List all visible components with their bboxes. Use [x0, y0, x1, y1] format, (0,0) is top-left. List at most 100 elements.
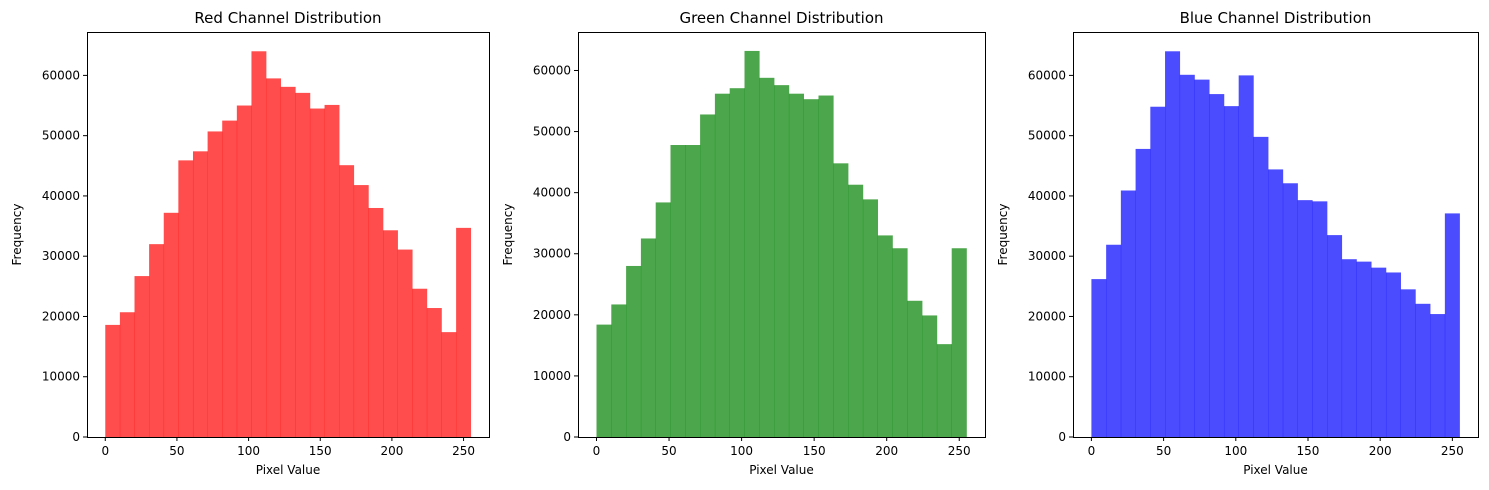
- blue-panel-title: Blue Channel Distribution: [1180, 9, 1372, 27]
- green-histogram-bar: [744, 50, 760, 438]
- red-histogram-bar: [456, 227, 472, 437]
- blue-histogram-bar: [1106, 244, 1122, 437]
- green-histogram-bar: [951, 248, 967, 437]
- blue-histogram-bar: [1223, 106, 1239, 438]
- red-y-tick-label: 10000: [42, 370, 80, 384]
- green-histogram-bar: [907, 300, 923, 437]
- red-histogram-bar: [295, 92, 311, 437]
- blue-histogram-bar: [1238, 75, 1254, 438]
- red-histogram-bar: [207, 131, 223, 438]
- red-histogram-bar: [266, 78, 281, 437]
- blue-x-tick-label: 100: [1224, 444, 1247, 458]
- blue-histogram-bar: [1091, 279, 1107, 437]
- blue-histogram-bar: [1194, 79, 1210, 438]
- red-y-axis-label: Frequency: [10, 204, 24, 266]
- green-histogram-bar: [626, 265, 642, 437]
- green-histogram-bar: [788, 93, 804, 437]
- blue-y-tick-label: 60000: [1028, 68, 1066, 82]
- red-histogram-bar: [222, 120, 238, 437]
- blue-histogram-bar: [1297, 200, 1313, 437]
- red-histogram-bar: [105, 324, 121, 437]
- red-x-tick-label: 250: [452, 444, 475, 458]
- red-histogram-bar: [383, 230, 398, 437]
- red-x-tick-label: 50: [169, 444, 184, 458]
- blue-histogram-bar: [1165, 51, 1181, 438]
- green-histogram-bar: [685, 145, 701, 438]
- red-channel-panel: 0 50 100 150 200 250 0 10000 20000 30000 40000 5000…: [10, 9, 490, 477]
- green-y-tick-label: 50000: [533, 125, 571, 139]
- blue-x-axis-label: Pixel Value: [1243, 463, 1308, 477]
- blue-x-tick-label: 200: [1369, 444, 1392, 458]
- green-histogram-bar: [670, 145, 686, 438]
- green-histogram-bar: [596, 324, 612, 437]
- green-panel-title: Green Channel Distribution: [679, 9, 883, 27]
- blue-histogram-bar: [1385, 272, 1401, 437]
- blue-x-tick-label: 250: [1441, 444, 1464, 458]
- blue-histogram-bar: [1327, 235, 1343, 437]
- red-histogram-bar: [339, 165, 355, 438]
- green-x-tick-label: 0: [593, 444, 601, 458]
- red-axes-frame: [87, 32, 490, 438]
- green-y-tick-label: 30000: [533, 247, 571, 261]
- blue-histogram-bar: [1268, 169, 1284, 438]
- blue-y-tick-label: 20000: [1028, 309, 1066, 323]
- blue-histogram-bar: [1120, 190, 1136, 437]
- blue-y-tick-label: 0: [1058, 430, 1066, 444]
- red-x-tick-label: 150: [309, 444, 332, 458]
- green-x-tick-label: 150: [803, 444, 826, 458]
- red-histogram-bar: [149, 244, 165, 437]
- blue-x-tick-label: 0: [1088, 444, 1096, 458]
- blue-x-tick-label: 50: [1156, 444, 1171, 458]
- red-y-tick-label: 30000: [42, 249, 80, 263]
- green-histogram-bar: [862, 199, 878, 437]
- red-histogram-bar: [309, 108, 325, 438]
- green-histogram-bar: [655, 202, 671, 437]
- blue-histogram-bar: [1209, 94, 1225, 437]
- green-y-tick-label: 20000: [533, 308, 571, 322]
- red-y-tick-label: 20000: [42, 309, 80, 323]
- green-y-tick-label: 40000: [533, 186, 571, 200]
- red-panel-title: Red Channel Distribution: [194, 9, 381, 27]
- green-x-tick-label: 200: [875, 444, 898, 458]
- green-histogram-bar: [848, 184, 864, 437]
- green-y-axis-label: Frequency: [501, 204, 515, 266]
- green-histogram-bar: [892, 248, 908, 437]
- green-histogram-bar: [936, 344, 952, 437]
- red-histogram-bar: [178, 160, 194, 437]
- blue-histogram-bar: [1179, 74, 1195, 438]
- blue-histogram-bar: [1312, 201, 1328, 437]
- red-histogram-bar: [368, 207, 384, 437]
- green-histogram-bar: [759, 77, 775, 437]
- blue-channel-panel: 0 50 100 150 200 250 0 10000 20000 30000 40000 5000…: [996, 9, 1479, 477]
- red-histogram-bar: [412, 288, 428, 437]
- red-y-tick-label: 50000: [42, 129, 80, 143]
- red-x-tick-label: 100: [237, 444, 260, 458]
- green-histogram-bar: [922, 315, 938, 437]
- blue-histogram-bar: [1341, 259, 1357, 437]
- blue-x-tick-label: 150: [1297, 444, 1320, 458]
- blue-y-tick-label: 30000: [1028, 249, 1066, 263]
- red-histogram-bar: [251, 51, 267, 438]
- red-histogram-bar: [119, 312, 135, 437]
- blue-axes-frame: [1073, 32, 1479, 438]
- blue-histogram-bar: [1135, 148, 1151, 437]
- green-histogram-bar: [833, 163, 849, 437]
- green-histogram-bar: [700, 114, 716, 437]
- blue-y-tick-label: 10000: [1028, 370, 1066, 384]
- blue-histogram-bar: [1371, 267, 1387, 437]
- blue-y-axis-label: Frequency: [996, 204, 1010, 266]
- green-x-tick-label: 50: [661, 444, 676, 458]
- green-x-axis-label: Pixel Value: [749, 463, 814, 477]
- green-histogram-bar: [803, 99, 819, 437]
- green-axes-frame: [578, 32, 986, 438]
- blue-histogram-bar: [1415, 303, 1431, 437]
- blue-y-tick-label: 50000: [1028, 129, 1066, 143]
- blue-histogram-bar: [1430, 314, 1446, 437]
- blue-histogram-bar: [1444, 213, 1460, 437]
- green-y-tick-label: 60000: [533, 63, 571, 77]
- green-channel-panel: 0 50 100 150 200 250 0 10000 20000 30000 40000 5000…: [501, 9, 986, 477]
- red-histogram-bar: [134, 276, 150, 437]
- green-x-tick-label: 250: [948, 444, 971, 458]
- green-histogram-bar: [774, 85, 790, 437]
- green-y-tick-label: 10000: [533, 369, 571, 383]
